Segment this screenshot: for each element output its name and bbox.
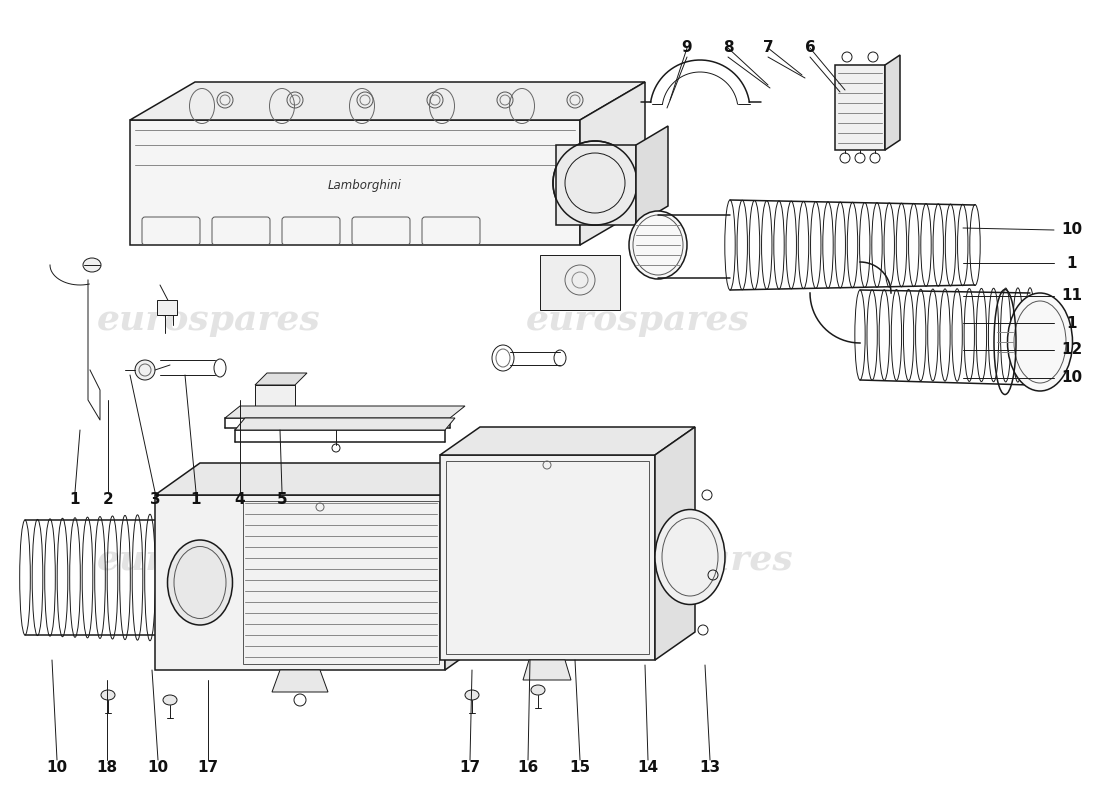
Ellipse shape	[629, 211, 688, 279]
Polygon shape	[835, 65, 886, 150]
Polygon shape	[886, 55, 900, 150]
Text: 1: 1	[1067, 255, 1077, 270]
Text: 3: 3	[150, 493, 161, 507]
Circle shape	[553, 141, 637, 225]
Polygon shape	[540, 255, 620, 310]
Polygon shape	[226, 406, 465, 418]
Text: 1: 1	[190, 493, 201, 507]
Ellipse shape	[167, 540, 232, 625]
Polygon shape	[440, 427, 695, 455]
Text: 9: 9	[682, 41, 692, 55]
Ellipse shape	[465, 690, 478, 700]
Text: 5: 5	[277, 493, 287, 507]
Polygon shape	[580, 82, 645, 245]
Polygon shape	[556, 145, 636, 225]
Text: 13: 13	[700, 761, 720, 775]
Text: 4: 4	[234, 493, 245, 507]
Circle shape	[135, 360, 155, 380]
Ellipse shape	[163, 695, 177, 705]
Ellipse shape	[101, 690, 116, 700]
Text: 14: 14	[637, 761, 659, 775]
Polygon shape	[440, 455, 654, 660]
Text: 10: 10	[1062, 222, 1082, 238]
Text: eurospares: eurospares	[97, 303, 321, 337]
Text: 1: 1	[1067, 315, 1077, 330]
Text: eurospares: eurospares	[97, 543, 321, 577]
Text: 11: 11	[1062, 289, 1082, 303]
Text: eurospares: eurospares	[570, 543, 794, 577]
Polygon shape	[654, 427, 695, 660]
Text: 17: 17	[460, 761, 481, 775]
Text: 10: 10	[147, 761, 168, 775]
Text: 2: 2	[102, 493, 113, 507]
Text: 16: 16	[517, 761, 539, 775]
Polygon shape	[155, 495, 446, 670]
Text: 10: 10	[46, 761, 67, 775]
Polygon shape	[130, 82, 645, 120]
Text: 18: 18	[97, 761, 118, 775]
Ellipse shape	[654, 510, 725, 605]
Polygon shape	[272, 670, 328, 692]
Bar	[157, 300, 177, 315]
Polygon shape	[255, 373, 307, 385]
Polygon shape	[155, 463, 490, 495]
Ellipse shape	[531, 685, 544, 695]
Text: 7: 7	[762, 41, 773, 55]
Ellipse shape	[82, 258, 101, 272]
Text: 6: 6	[804, 41, 815, 55]
Text: 12: 12	[1062, 342, 1082, 358]
Text: 17: 17	[197, 761, 219, 775]
Text: 10: 10	[1062, 370, 1082, 386]
Ellipse shape	[1008, 293, 1072, 391]
Text: 8: 8	[723, 41, 734, 55]
Polygon shape	[522, 660, 571, 680]
Text: 1: 1	[69, 493, 80, 507]
Polygon shape	[255, 385, 295, 413]
Text: Lamborghini: Lamborghini	[328, 178, 402, 191]
Polygon shape	[446, 463, 490, 670]
Text: eurospares: eurospares	[526, 303, 750, 337]
Polygon shape	[235, 418, 455, 430]
Polygon shape	[636, 126, 668, 225]
Polygon shape	[130, 120, 580, 245]
Text: 15: 15	[570, 761, 591, 775]
